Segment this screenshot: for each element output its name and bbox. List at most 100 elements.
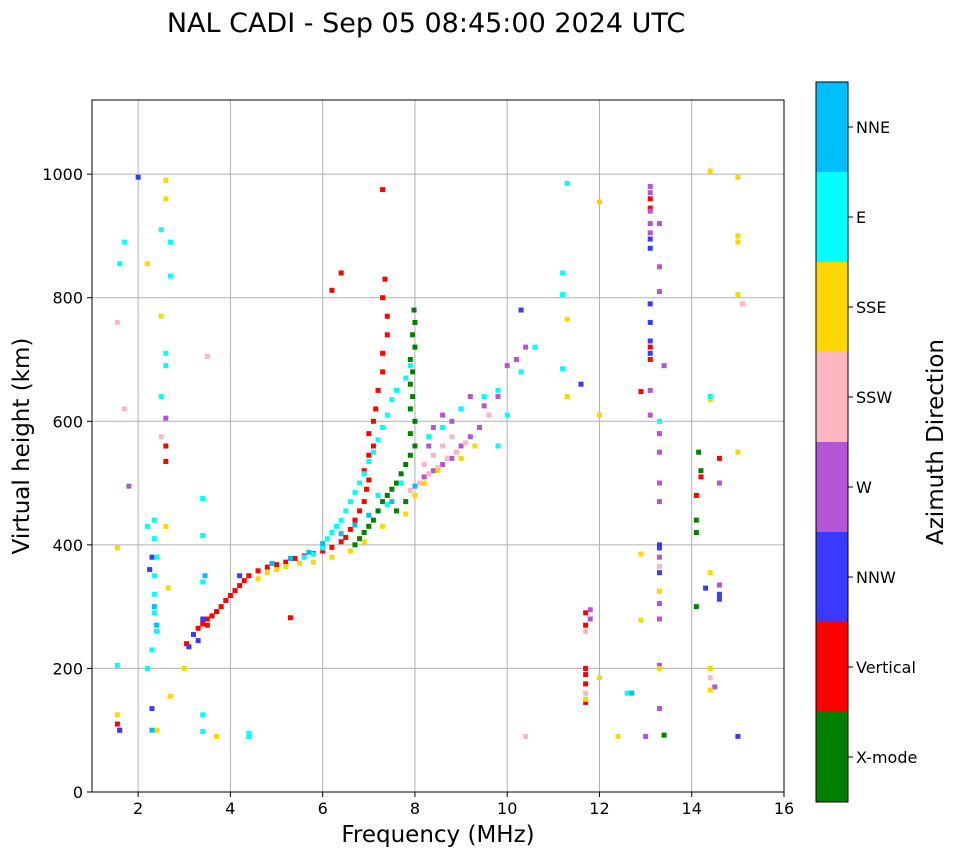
data-point bbox=[151, 604, 157, 610]
data-point bbox=[411, 307, 417, 313]
data-point bbox=[232, 588, 238, 594]
data-point bbox=[656, 289, 662, 295]
data-point bbox=[693, 604, 699, 610]
series-w bbox=[126, 184, 722, 739]
data-point bbox=[412, 492, 418, 498]
data-point bbox=[320, 545, 326, 551]
data-point bbox=[361, 471, 367, 477]
data-point bbox=[274, 562, 280, 568]
data-point bbox=[151, 610, 157, 616]
data-point bbox=[214, 609, 220, 615]
data-point bbox=[200, 728, 206, 734]
data-point bbox=[361, 499, 367, 505]
data-point bbox=[384, 492, 390, 498]
data-point bbox=[167, 239, 173, 245]
data-point bbox=[237, 583, 243, 589]
data-point bbox=[560, 366, 566, 372]
data-point bbox=[430, 452, 436, 458]
data-point bbox=[287, 615, 293, 621]
data-point bbox=[384, 313, 390, 319]
data-point bbox=[320, 541, 326, 547]
data-point bbox=[361, 468, 367, 474]
data-point bbox=[656, 570, 662, 576]
data-point bbox=[264, 564, 270, 570]
data-point bbox=[449, 418, 455, 424]
data-point bbox=[370, 443, 376, 449]
data-point bbox=[596, 675, 602, 681]
data-point bbox=[167, 693, 173, 699]
x-tick-label: 8 bbox=[410, 799, 420, 818]
data-point bbox=[564, 180, 570, 186]
data-point bbox=[347, 548, 353, 554]
data-point bbox=[375, 437, 381, 443]
data-point bbox=[440, 462, 446, 468]
data-points bbox=[114, 168, 745, 739]
data-point bbox=[158, 394, 164, 400]
colorbar-segment bbox=[816, 82, 848, 172]
data-point bbox=[200, 496, 206, 502]
data-point bbox=[149, 554, 155, 560]
data-point bbox=[707, 394, 713, 400]
data-point bbox=[412, 483, 418, 489]
colorbar-segment bbox=[816, 442, 848, 532]
data-point bbox=[716, 480, 722, 486]
data-point bbox=[343, 508, 349, 514]
data-point bbox=[712, 684, 718, 690]
data-point bbox=[204, 353, 210, 359]
data-point bbox=[707, 675, 713, 681]
data-point bbox=[117, 727, 123, 733]
colorbar: X-mode Vertical NNW W SSW SSE E NNE bbox=[815, 81, 917, 803]
data-point bbox=[380, 350, 386, 356]
data-point bbox=[463, 440, 469, 446]
data-point bbox=[647, 190, 653, 196]
data-point bbox=[398, 471, 404, 477]
data-point bbox=[218, 604, 224, 610]
data-point bbox=[735, 233, 741, 239]
data-point bbox=[458, 406, 464, 412]
data-point bbox=[126, 483, 132, 489]
data-point bbox=[370, 449, 376, 455]
data-point bbox=[412, 418, 418, 424]
data-point bbox=[656, 499, 662, 505]
data-point bbox=[384, 332, 390, 338]
data-point bbox=[629, 690, 635, 696]
data-point bbox=[114, 712, 120, 718]
data-point bbox=[357, 508, 363, 514]
data-point bbox=[347, 499, 353, 505]
data-point bbox=[114, 662, 120, 668]
data-point bbox=[707, 665, 713, 671]
colorbar-segment bbox=[816, 172, 848, 262]
data-point bbox=[163, 196, 169, 202]
data-point bbox=[735, 239, 741, 245]
data-point bbox=[583, 699, 589, 705]
data-point bbox=[149, 727, 155, 733]
x-tick-label: 16 bbox=[774, 799, 794, 818]
data-point bbox=[195, 638, 201, 644]
data-point bbox=[154, 628, 160, 634]
data-point bbox=[703, 585, 709, 591]
data-point bbox=[398, 480, 404, 486]
data-point bbox=[656, 601, 662, 607]
data-point bbox=[647, 319, 653, 325]
data-point bbox=[716, 455, 722, 461]
data-point bbox=[656, 616, 662, 622]
data-point bbox=[656, 264, 662, 270]
data-point bbox=[158, 313, 164, 319]
colorbar-label-nne: NNE bbox=[856, 118, 890, 137]
data-point bbox=[421, 474, 427, 480]
data-point bbox=[163, 363, 169, 369]
data-point bbox=[583, 690, 589, 696]
data-point bbox=[380, 369, 386, 375]
data-point bbox=[426, 471, 432, 477]
data-point bbox=[114, 319, 120, 325]
data-point bbox=[375, 492, 381, 498]
data-point bbox=[583, 628, 589, 634]
data-point bbox=[190, 631, 196, 637]
data-point bbox=[417, 480, 423, 486]
data-point bbox=[440, 424, 446, 430]
data-point bbox=[661, 732, 667, 738]
data-point bbox=[135, 174, 141, 180]
data-point bbox=[495, 387, 501, 393]
data-point bbox=[373, 406, 379, 412]
data-point bbox=[163, 458, 169, 464]
